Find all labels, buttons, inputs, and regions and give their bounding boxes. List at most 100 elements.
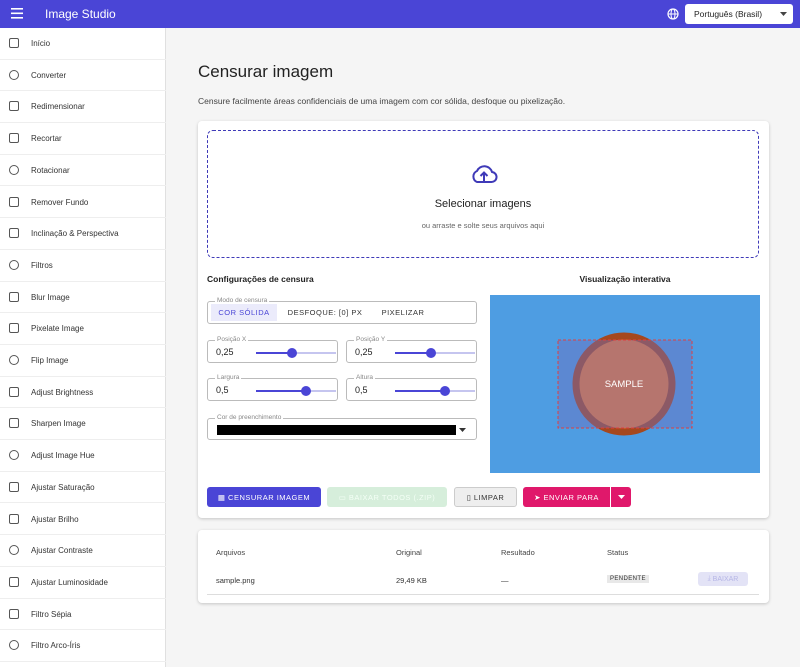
sidebar-icon bbox=[9, 228, 19, 238]
number-field[interactable]: Posição Y0,25 bbox=[346, 340, 477, 363]
sidebar: Início Converter Redimensionar Recortar Rota… bbox=[0, 28, 166, 667]
mode-button[interactable]: DESFOQUE: [0] PX bbox=[280, 304, 370, 321]
globe-icon bbox=[667, 8, 679, 20]
sidebar-icon bbox=[9, 450, 19, 460]
send-button[interactable]: ➤ ENVIAR PARA bbox=[523, 487, 610, 507]
mode-group: Modo de censura COR SÓLIDADESFOQUE: [0] … bbox=[207, 301, 477, 324]
mode-button[interactable]: COR SÓLIDA bbox=[211, 304, 277, 321]
field-value: 0,25 bbox=[216, 347, 234, 357]
field-label: Altura bbox=[354, 374, 375, 381]
sidebar-icon bbox=[9, 514, 19, 524]
page: Image Studio Português (Brasil) Início Co… bbox=[0, 0, 800, 667]
files-table: ArquivosOriginalResultadoStatussample.pn… bbox=[207, 538, 759, 595]
sidebar-label: Ajustar Saturação bbox=[31, 483, 95, 492]
dropzone-subtitle: ou arraste e solte seus arquivos aqui bbox=[208, 221, 758, 230]
sidebar-label: Rotacionar bbox=[31, 166, 70, 175]
sidebar-label: Redimensionar bbox=[31, 102, 85, 111]
field-value: 0,5 bbox=[216, 385, 229, 395]
sidebar-label: Inclinação & Perspectiva bbox=[31, 229, 119, 238]
sidebar-item[interactable]: Adjust Image Hue bbox=[0, 440, 166, 472]
field-label: Posição Y bbox=[354, 336, 387, 343]
sidebar-item[interactable]: Ajustar Saturação bbox=[0, 472, 166, 504]
number-field[interactable]: Posição X0,25 bbox=[207, 340, 338, 363]
sidebar-item[interactable]: Filtros bbox=[0, 250, 166, 282]
sidebar-label: Filtros bbox=[31, 261, 53, 270]
sidebar-label: Adjust Image Hue bbox=[31, 451, 95, 460]
field-label: Posição X bbox=[215, 336, 248, 343]
color-swatch bbox=[217, 425, 456, 435]
sidebar-icon bbox=[9, 355, 19, 365]
download-label: BAIXAR bbox=[713, 576, 739, 583]
sidebar-item[interactable]: Inclinação & Perspectiva bbox=[0, 218, 166, 250]
language-select[interactable]: Português (Brasil) bbox=[685, 4, 793, 24]
settings-heading: Configurações de censura bbox=[207, 274, 314, 284]
status-chip: PENDENTE bbox=[607, 575, 649, 583]
clear-label: LIMPAR bbox=[474, 493, 504, 502]
sidebar-item[interactable]: Filtro Sépia bbox=[0, 599, 166, 631]
sidebar-item[interactable]: Início bbox=[0, 28, 166, 60]
sidebar-item[interactable]: Ajustar Contraste bbox=[0, 535, 166, 567]
sidebar-item[interactable]: Filtro Arco-Íris bbox=[0, 630, 166, 662]
sample-text: SAMPLE bbox=[490, 379, 758, 390]
sidebar-icon bbox=[9, 418, 19, 428]
menu-icon[interactable] bbox=[11, 8, 23, 19]
sidebar-label: Filtro Arco-Íris bbox=[31, 641, 80, 650]
page-description: Censure facilmente áreas confidenciais d… bbox=[198, 96, 565, 106]
sidebar-item[interactable]: Recortar bbox=[0, 123, 166, 155]
sidebar-item[interactable]: Adjust Brightness bbox=[0, 377, 166, 409]
number-field[interactable]: Largura0,5 bbox=[207, 378, 338, 401]
sidebar-item[interactable]: Converter bbox=[0, 60, 166, 92]
dropzone-title: Selecionar imagens bbox=[208, 198, 758, 210]
color-field[interactable]: Cor de preenchimento bbox=[207, 418, 477, 440]
sidebar-label: Blur Image bbox=[31, 293, 70, 302]
dropzone[interactable]: Selecionar imagens ou arraste e solte se… bbox=[207, 130, 759, 258]
sidebar-item[interactable]: Remover Fundo bbox=[0, 187, 166, 219]
sidebar-icon bbox=[9, 640, 19, 650]
sidebar-label: Filtro Sépia bbox=[31, 610, 71, 619]
censor-label: CENSURAR IMAGEM bbox=[228, 493, 310, 502]
sidebar-item[interactable]: Ajustar Luminosidade bbox=[0, 567, 166, 599]
sidebar-label: Início bbox=[31, 39, 50, 48]
download-all-button[interactable]: ▭ BAIXAR TODOS (.ZIP) bbox=[327, 487, 447, 507]
sidebar-icon bbox=[9, 70, 19, 80]
field-value: 0,25 bbox=[355, 347, 373, 357]
sidebar-icon bbox=[9, 577, 19, 587]
sidebar-icon bbox=[9, 609, 19, 619]
sidebar-label: Sharpen Image bbox=[31, 419, 86, 428]
slider bbox=[395, 390, 475, 392]
sidebar-label: Flip Image bbox=[31, 356, 68, 365]
app-bar: Image Studio Português (Brasil) bbox=[0, 0, 800, 28]
sidebar-item[interactable]: Pixelate Image bbox=[0, 313, 166, 345]
send-dropdown[interactable] bbox=[611, 487, 631, 507]
sidebar-label: Recortar bbox=[31, 134, 62, 143]
sidebar-icon bbox=[9, 482, 19, 492]
sidebar-item[interactable]: Blur Image bbox=[0, 282, 166, 314]
download-all-label: BAIXAR TODOS (.ZIP) bbox=[349, 493, 435, 502]
sidebar-icon bbox=[9, 545, 19, 555]
field-label: Largura bbox=[215, 374, 241, 381]
clear-button[interactable]: ▯ LIMPAR bbox=[454, 487, 517, 507]
slider bbox=[256, 390, 336, 392]
download-button[interactable]: ⤓ BAIXAR bbox=[698, 572, 748, 586]
mode-button[interactable]: PIXELIZAR bbox=[373, 304, 433, 321]
sidebar-item[interactable]: Redimensionar bbox=[0, 91, 166, 123]
table-header: Resultado bbox=[501, 548, 535, 557]
table-cell: — bbox=[501, 576, 509, 585]
sidebar-item[interactable]: Flip Image bbox=[0, 345, 166, 377]
mode-label: Modo de censura bbox=[215, 297, 269, 304]
color-label: Cor de preenchimento bbox=[215, 414, 283, 421]
sidebar-label: Ajustar Luminosidade bbox=[31, 578, 108, 587]
preview-canvas: SAMPLE bbox=[490, 295, 760, 473]
app-title: Image Studio bbox=[45, 7, 116, 21]
censor-button[interactable]: ▦ CENSURAR IMAGEM bbox=[207, 487, 321, 507]
table-cell: sample.png bbox=[216, 576, 255, 585]
upload-icon bbox=[470, 163, 498, 185]
sidebar-item[interactable]: Rotacionar bbox=[0, 155, 166, 187]
sidebar-item[interactable]: Sharpen Image bbox=[0, 408, 166, 440]
sidebar-icon bbox=[9, 133, 19, 143]
slider bbox=[256, 352, 336, 354]
preview-heading: Visualização interativa bbox=[490, 274, 760, 284]
sidebar-icon bbox=[9, 260, 19, 270]
sidebar-item[interactable]: Ajustar Brilho bbox=[0, 504, 166, 536]
number-field[interactable]: Altura0,5 bbox=[346, 378, 477, 401]
